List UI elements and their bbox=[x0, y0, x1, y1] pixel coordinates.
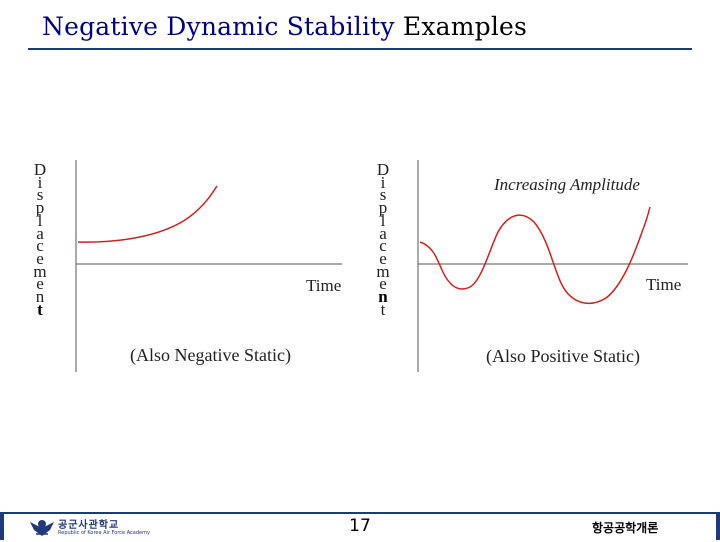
ylabel-letter: e bbox=[379, 248, 387, 268]
footer-bar bbox=[0, 512, 720, 542]
ylabel-letter: c bbox=[379, 236, 387, 256]
ylabel-letter: t bbox=[380, 299, 386, 319]
right-xlabel: Time bbox=[646, 275, 681, 294]
ylabel-letter: c bbox=[36, 236, 44, 256]
ylabel-letter: s bbox=[379, 185, 387, 205]
left-growth-curve bbox=[77, 185, 218, 243]
title-divider bbox=[28, 48, 692, 50]
ylabel-letter: p bbox=[35, 198, 45, 218]
ylabel-letter: a bbox=[379, 223, 387, 243]
ylabel-letter: n bbox=[378, 287, 388, 307]
slide-title-rest: Examples bbox=[394, 12, 528, 41]
school-name: 공군사관학교 bbox=[58, 520, 120, 531]
ylabel-letter: a bbox=[36, 223, 44, 243]
right-annotation: Increasing Amplitude bbox=[493, 175, 640, 194]
ylabel-letter: e bbox=[36, 248, 44, 268]
ylabel-letter: t bbox=[37, 299, 43, 319]
school-emblem-icon bbox=[30, 520, 54, 536]
school-subtitle: Republic of Korea Air Force Academy bbox=[58, 530, 150, 536]
left-xlabel: Time bbox=[306, 276, 341, 295]
left-caption: (Also Negative Static) bbox=[130, 345, 291, 366]
course-name: 항공공학개론 bbox=[592, 521, 659, 535]
ylabel-letter: e bbox=[36, 274, 44, 294]
ylabel-letter: m bbox=[376, 261, 390, 281]
ylabel-letter: n bbox=[35, 287, 45, 307]
ylabel-letter: i bbox=[37, 172, 43, 192]
ylabel-letter: e bbox=[379, 274, 387, 294]
footer-right-edge bbox=[716, 514, 720, 540]
ylabel-letter: i bbox=[380, 172, 386, 192]
ylabel-letter: D bbox=[33, 160, 47, 179]
ylabel-letter: l bbox=[380, 210, 386, 230]
slide-title-main: Negative Dynamic Stability bbox=[42, 12, 395, 41]
ylabel-letter: s bbox=[36, 185, 44, 205]
ylabel-letter: m bbox=[33, 261, 47, 281]
ylabel-letter: p bbox=[378, 198, 388, 218]
footer-left-edge bbox=[0, 514, 4, 540]
page-number: 17 bbox=[349, 516, 371, 536]
slide-title: Negative Dynamic Stability Examples bbox=[42, 12, 527, 41]
right-caption: (Also Positive Static) bbox=[486, 346, 640, 367]
ylabel-letter: D bbox=[376, 160, 390, 179]
ylabel-letter: l bbox=[37, 210, 43, 230]
right-oscillation-curve bbox=[419, 206, 651, 305]
